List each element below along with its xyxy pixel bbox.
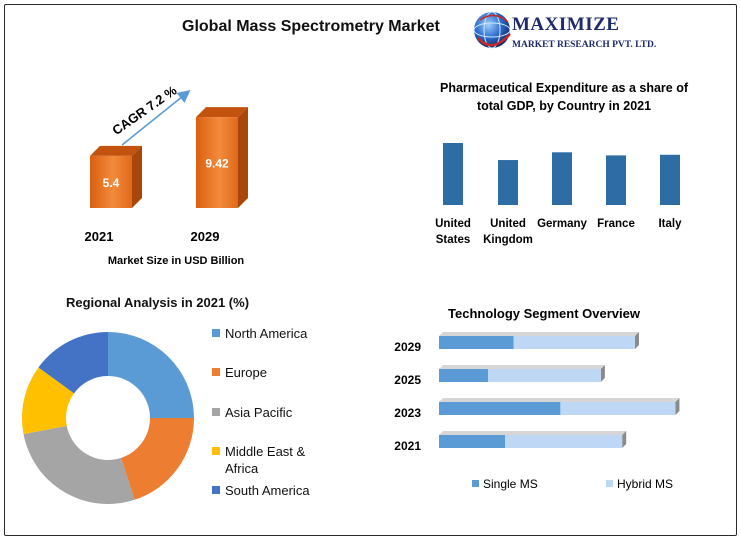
tech-bar-side-0	[634, 332, 639, 349]
regional-title: Regional Analysis in 2021 (%)	[66, 295, 250, 310]
market-bar-top-0	[90, 145, 142, 156]
market-bar-side-1	[238, 107, 248, 208]
tech-bar-hybrid-3	[505, 435, 623, 448]
cagr-arrow	[121, 89, 191, 146]
tech-legend-label-1: Hybrid MS	[617, 477, 673, 491]
legend-label-4: South America	[225, 483, 310, 498]
tech-bar-top-2	[439, 398, 680, 402]
market-bar-1	[196, 117, 238, 208]
tech-tick-0: 2029	[394, 340, 421, 354]
tech-legend-swatch-0	[472, 480, 479, 487]
pharma-title-line1: Pharmaceutical Expenditure as a share of	[440, 81, 689, 95]
legend-label-2: Asia Pacific	[225, 405, 293, 420]
cagr-annotation: CAGR 7.2 %	[109, 82, 180, 138]
tech-bar-side-1	[600, 365, 605, 382]
logo-brand: MAXIMIZE	[512, 14, 620, 35]
donut-slice-1	[120, 418, 194, 500]
market-xlabel: Market Size in USD Billion	[108, 255, 245, 267]
technology-chart: Technology Segment Overview 2029 2025 2023…	[394, 306, 680, 491]
legend-swatch-4	[212, 486, 220, 494]
tech-bar-single-2	[439, 402, 561, 415]
legend-label-1: Europe	[225, 365, 267, 380]
market-size-chart: 5.4 9.42 CAGR 7.2 % 2021 2029 Market Size…	[85, 82, 248, 267]
market-bar-top-1	[196, 107, 248, 118]
pharma-tick-1-1: Kingdom	[483, 234, 533, 246]
legend-label-0: North America	[225, 326, 308, 341]
logo: MAXIMIZE MARKET RESEARCH PVT. LTD.	[470, 8, 670, 56]
tech-bar-single-3	[439, 435, 506, 448]
tech-bar-side-3	[622, 431, 627, 448]
pharma-title-line2: total GDP, by Country in 2021	[477, 99, 651, 113]
donut-slice-4	[38, 332, 108, 394]
tech-legend-label-0: Single MS	[483, 477, 538, 491]
regional-donut-chart	[22, 332, 194, 504]
legend-label-3: Middle East & Africa	[225, 444, 306, 476]
pharma-tick-0-1: States	[436, 234, 471, 246]
tech-bar-side-2	[675, 398, 680, 415]
pharma-bar-0	[443, 143, 463, 205]
legend-item-3: Middle East & Africa	[212, 443, 325, 477]
tech-bar-single-1	[439, 369, 488, 382]
market-tick-2021: 2021	[85, 229, 114, 244]
tech-bar-top-1	[439, 365, 605, 369]
market-bar-0	[90, 155, 132, 208]
pharma-tick-0-0: United	[435, 218, 471, 230]
legend-item-1: Europe	[212, 364, 325, 381]
page-title: Global Mass Spectrometry Market	[182, 18, 440, 35]
legend-item-0: North America	[212, 325, 325, 342]
market-bar-label-1: 9.42	[205, 157, 229, 171]
legend-swatch-2	[212, 408, 220, 416]
pharma-bar-3	[606, 155, 626, 205]
legend-item-2: Asia Pacific	[212, 404, 325, 421]
donut-slice-3	[22, 367, 75, 435]
tech-legend-swatch-1	[606, 480, 613, 487]
legend-item-4: South America	[212, 482, 325, 499]
pharma-tick-2-0: Germany	[537, 218, 587, 230]
tech-bar-hybrid-0	[513, 336, 635, 349]
tech-bar-hybrid-2	[560, 402, 676, 415]
tech-tick-2: 2023	[394, 406, 421, 420]
logo-subtitle: MARKET RESEARCH PVT. LTD.	[512, 40, 657, 50]
tech-bar-top-3	[439, 431, 627, 435]
pharma-expenditure-chart: Pharmaceutical Expenditure as a share of…	[435, 81, 689, 246]
globe-icon	[473, 11, 511, 49]
legend-swatch-1	[212, 368, 220, 376]
tech-bar-hybrid-1	[487, 369, 601, 382]
tech-tick-3: 2021	[394, 439, 421, 453]
market-tick-2029: 2029	[191, 229, 220, 244]
tech-bar-top-0	[439, 332, 639, 336]
donut-slice-2	[23, 425, 135, 504]
pharma-bar-1	[498, 160, 518, 205]
tech-tick-1: 2025	[394, 373, 421, 387]
legend-swatch-3	[212, 447, 220, 455]
market-bar-label-0: 5.4	[103, 176, 120, 190]
pharma-tick-4-0: Italy	[658, 218, 682, 230]
legend-swatch-0	[212, 329, 220, 337]
donut-slice-0	[108, 332, 194, 418]
tech-title: Technology Segment Overview	[448, 306, 641, 321]
pharma-bar-4	[660, 154, 680, 205]
pharma-tick-1-0: United	[490, 218, 526, 230]
market-bar-side-0	[132, 145, 142, 208]
pharma-tick-3-0: France	[597, 218, 635, 230]
tech-bar-single-0	[439, 336, 514, 349]
pharma-bar-2	[552, 152, 572, 205]
